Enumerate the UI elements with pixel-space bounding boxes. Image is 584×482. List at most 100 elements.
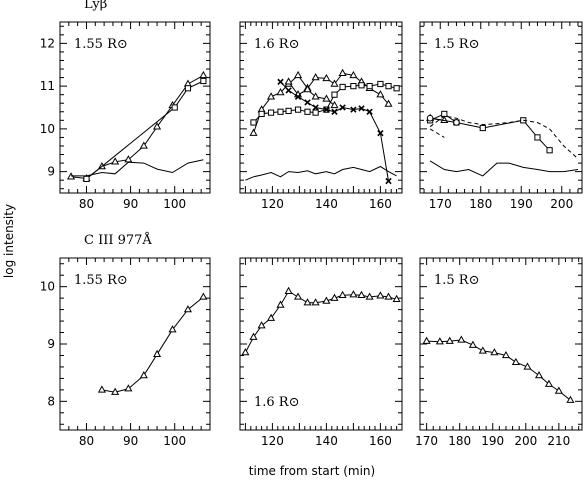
series	[422, 335, 575, 403]
series	[97, 292, 208, 395]
x-tick-label: 180	[448, 434, 471, 448]
data-point	[153, 122, 162, 130]
y-tick-label: 9	[47, 165, 55, 179]
data-point	[276, 88, 285, 96]
data-point	[312, 109, 319, 116]
series-line	[288, 81, 335, 106]
x-tick-label: 80	[79, 197, 94, 211]
data-point	[350, 83, 357, 90]
data-point	[377, 129, 384, 137]
data-point	[311, 73, 320, 81]
series	[427, 110, 553, 154]
data-point	[331, 91, 338, 98]
x-tick-label: 160	[369, 197, 392, 211]
series	[249, 68, 393, 136]
panel-6: 170 180 190 200 210 1.5 R⊙	[415, 257, 583, 448]
data-point	[544, 379, 553, 387]
series	[429, 115, 579, 160]
series-line	[253, 72, 389, 134]
data-point	[111, 387, 120, 395]
data-point	[546, 147, 553, 154]
panel-1: 80 90 100 9 10 11 12 Lyβ 1.55 R⊙	[40, 0, 211, 211]
x-tick-label: 190	[510, 197, 533, 211]
data-point	[385, 83, 392, 90]
data-point	[293, 292, 303, 300]
panel-label: 1.5 R⊙	[434, 273, 480, 288]
data-point	[97, 385, 106, 393]
series-line	[429, 113, 550, 151]
data-point	[479, 124, 486, 132]
data-point	[83, 175, 90, 182]
data-point	[322, 94, 331, 102]
panel-2: 120 140 160 1.6 R⊙	[239, 21, 403, 211]
x-tick-label: 180	[469, 197, 492, 211]
data-point	[266, 92, 276, 100]
data-point	[304, 99, 311, 106]
data-point	[385, 177, 392, 185]
data-point	[393, 85, 400, 92]
data-point	[139, 371, 148, 379]
data-point	[293, 70, 303, 79]
data-point	[501, 350, 511, 359]
data-point	[276, 300, 285, 308]
y-tick-label: 9	[47, 337, 55, 351]
data-point	[200, 77, 207, 85]
y-tick-label: 8	[47, 394, 55, 408]
data-point	[257, 321, 266, 329]
series	[241, 286, 401, 356]
data-point	[338, 290, 347, 298]
data-point	[435, 337, 444, 345]
data-point	[392, 294, 401, 302]
data-point	[426, 114, 434, 122]
data-point	[312, 104, 319, 111]
data-point	[523, 362, 532, 370]
data-point	[422, 336, 431, 344]
series	[277, 78, 392, 185]
series-line	[430, 117, 457, 123]
panel-label: 1.5 R⊙	[434, 37, 480, 52]
series-line	[426, 339, 571, 401]
data-point	[358, 105, 365, 112]
data-point	[377, 80, 384, 88]
x-tick-label: 170	[429, 197, 452, 211]
x-tick-label: 190	[481, 434, 504, 448]
data-point	[534, 134, 541, 141]
data-point	[249, 128, 258, 136]
series-line	[244, 290, 397, 353]
series	[83, 77, 207, 182]
data-point	[199, 292, 208, 300]
x-tick-label: 160	[369, 434, 392, 448]
data-point	[478, 346, 487, 354]
data-point	[322, 73, 331, 82]
panel-3: 170 180 190 200 1.5 R⊙	[419, 21, 583, 211]
data-point	[330, 79, 339, 87]
y-tick-label: 10	[40, 122, 55, 136]
series-line	[71, 159, 204, 177]
data-point	[376, 291, 385, 299]
y-tick-label: 12	[40, 36, 55, 50]
x-tick-label: 170	[415, 434, 438, 448]
y-axis-label: log intensity	[2, 204, 16, 278]
series-line	[429, 128, 445, 138]
data-point	[323, 106, 330, 113]
data-point	[267, 109, 275, 116]
data-point	[183, 305, 192, 313]
data-point	[566, 395, 575, 403]
x-tick-label: 120	[261, 197, 284, 211]
series-line	[429, 160, 579, 177]
data-point	[490, 348, 499, 356]
x-tick-label: 120	[261, 434, 284, 448]
panel-5: 120 140 160 1.6 R⊙	[239, 257, 403, 448]
data-point	[366, 83, 373, 90]
data-point	[311, 92, 320, 100]
x-tick-label: 200	[514, 434, 537, 448]
data-point	[304, 108, 311, 115]
data-point	[168, 325, 177, 333]
series-line	[429, 115, 579, 160]
data-point	[338, 68, 347, 76]
data-point	[331, 108, 338, 115]
data-point	[376, 90, 385, 98]
panel-label: 1.6 R⊙	[254, 37, 300, 52]
series	[245, 165, 397, 181]
